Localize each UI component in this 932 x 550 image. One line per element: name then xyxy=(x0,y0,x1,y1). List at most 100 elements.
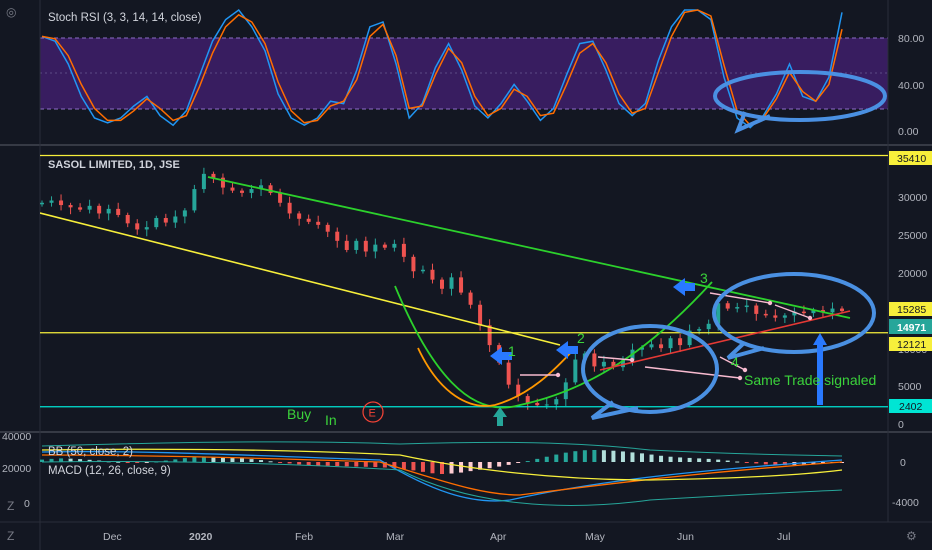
candle xyxy=(154,218,159,228)
blue-arrow-up xyxy=(813,333,827,405)
price-tag-14971: 14971 xyxy=(889,319,932,334)
candle xyxy=(192,189,197,211)
annotation-buy: Buy xyxy=(287,406,311,422)
macd-bar xyxy=(344,462,349,467)
candle xyxy=(611,361,616,368)
macd-bar xyxy=(240,458,244,462)
macd-bar xyxy=(649,454,654,462)
candle xyxy=(268,185,273,193)
macd-bar xyxy=(735,461,740,463)
pink-arrow xyxy=(644,366,741,379)
candle xyxy=(535,402,540,406)
candle xyxy=(97,205,102,214)
macd-bar xyxy=(373,462,378,468)
price-tick-5000: 5000 xyxy=(898,381,922,393)
candle xyxy=(478,304,483,326)
macd-bar xyxy=(554,454,559,462)
macd-bar xyxy=(230,457,235,462)
macd-bar xyxy=(278,462,283,463)
candle xyxy=(173,216,178,223)
candle xyxy=(792,311,797,316)
candle xyxy=(344,240,349,250)
candle xyxy=(40,202,44,205)
candle xyxy=(773,315,778,318)
candle xyxy=(735,307,740,309)
candle xyxy=(249,189,254,193)
candle xyxy=(278,192,283,203)
macd-bar xyxy=(411,462,416,471)
candle xyxy=(306,218,311,222)
candle xyxy=(754,305,759,314)
macd-bar xyxy=(811,462,816,464)
green-cup-curve xyxy=(394,281,713,409)
candle xyxy=(354,240,359,250)
candle xyxy=(687,330,692,346)
candle xyxy=(144,227,149,230)
candle xyxy=(468,292,473,305)
macd-bar xyxy=(716,459,721,462)
macd-bar xyxy=(211,456,216,462)
candle xyxy=(163,218,168,223)
candle xyxy=(325,224,330,232)
macd-bar xyxy=(497,462,502,467)
macd-bar xyxy=(620,451,625,462)
macd-bar xyxy=(287,462,292,464)
macd-bar xyxy=(49,458,54,462)
zoom-icon[interactable]: Z xyxy=(7,529,14,543)
candle xyxy=(106,208,111,214)
macd-bar xyxy=(363,462,368,467)
candle xyxy=(211,173,216,178)
macd-bar xyxy=(668,456,673,462)
macd-bar xyxy=(40,459,44,462)
macd-bar xyxy=(68,458,73,462)
candle xyxy=(659,344,664,349)
macd-bar xyxy=(116,461,121,463)
macd-bar xyxy=(220,457,225,462)
bb-tick-20000: 20000 xyxy=(2,463,31,475)
candle xyxy=(59,200,64,206)
macd-bar xyxy=(725,460,730,462)
candle xyxy=(411,256,416,272)
svg-text:35410: 35410 xyxy=(897,153,926,165)
yellow-trendline xyxy=(40,212,561,346)
candle xyxy=(240,190,244,193)
macd-bar xyxy=(516,462,521,463)
macd-bar xyxy=(182,458,187,462)
candle xyxy=(201,173,206,190)
candle xyxy=(259,185,264,190)
macd-bar xyxy=(535,458,540,462)
price-tag-15285: 15285 xyxy=(889,302,932,316)
macd-bar xyxy=(78,459,83,462)
annotation-label-3: 3 xyxy=(700,270,708,286)
annotation-label-4: 4 xyxy=(731,354,739,370)
candle xyxy=(811,310,816,314)
macd-bar xyxy=(697,458,702,462)
x-tick-apr: Apr xyxy=(490,531,507,543)
macd-bar xyxy=(640,453,644,462)
drawing-tool-icon[interactable]: ◎ xyxy=(6,5,16,19)
macd-bar xyxy=(468,462,473,472)
candle xyxy=(49,200,54,203)
settings-icon[interactable]: ⚙ xyxy=(906,529,917,543)
macd-bar xyxy=(630,452,635,462)
x-tick-feb: Feb xyxy=(295,531,313,543)
candle xyxy=(678,338,683,346)
zoom-icon[interactable]: Z xyxy=(7,499,14,513)
candle xyxy=(363,240,368,252)
candle xyxy=(316,221,321,225)
macd-bar xyxy=(249,459,254,462)
macd-bar xyxy=(306,462,311,466)
pink-arrow-head xyxy=(555,372,561,378)
macd-bar xyxy=(59,458,64,462)
price-tick-25000: 25000 xyxy=(898,230,927,242)
annotation-label-2: 2 xyxy=(577,330,585,346)
macd-bar xyxy=(392,462,397,469)
annotation-in: In xyxy=(325,412,337,428)
pink-arrow xyxy=(709,292,771,304)
stoch-line-d xyxy=(41,9,843,127)
macd-title: MACD (12, 26, close, 9) xyxy=(48,465,171,477)
macd-bar xyxy=(430,462,435,474)
stoch-tick-0: 0.00 xyxy=(898,126,919,138)
blue-arrow-left xyxy=(673,278,695,296)
